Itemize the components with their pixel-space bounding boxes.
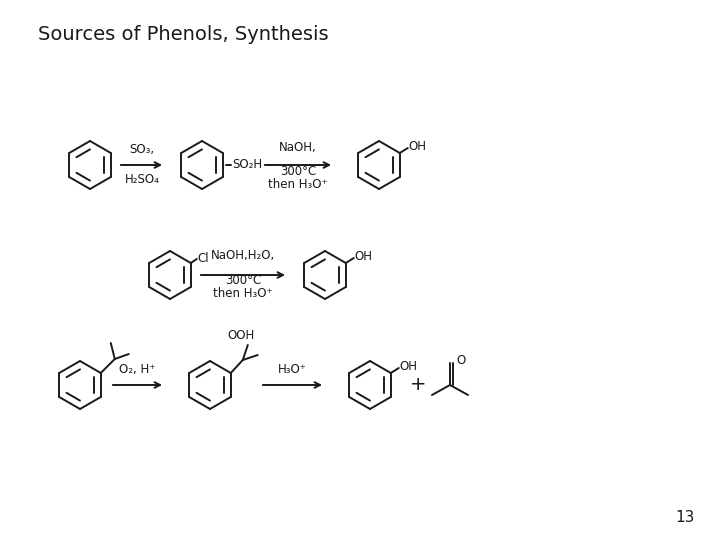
Text: SO₃,: SO₃,	[130, 143, 155, 156]
Text: 300°C: 300°C	[225, 274, 261, 287]
Text: 300°C: 300°C	[280, 165, 316, 178]
Text: OH: OH	[409, 140, 427, 153]
Text: SO₂H: SO₂H	[232, 158, 262, 171]
Text: OH: OH	[355, 251, 373, 264]
Text: O₂, H⁺: O₂, H⁺	[119, 363, 156, 376]
Text: +: +	[410, 375, 426, 395]
Text: H₂SO₄: H₂SO₄	[125, 173, 159, 186]
Text: OOH: OOH	[227, 329, 254, 342]
Text: OH: OH	[400, 361, 418, 374]
Text: Sources of Phenols, Synthesis: Sources of Phenols, Synthesis	[38, 25, 328, 44]
Text: 13: 13	[675, 510, 695, 525]
Text: then H₃O⁺: then H₃O⁺	[268, 178, 328, 191]
Text: then H₃O⁺: then H₃O⁺	[213, 287, 273, 300]
Text: H₃O⁺: H₃O⁺	[278, 363, 307, 376]
Text: Cl: Cl	[198, 252, 210, 265]
Text: O: O	[456, 354, 465, 367]
Text: NaOH,H₂O,: NaOH,H₂O,	[211, 249, 275, 262]
Text: NaOH,: NaOH,	[279, 141, 317, 154]
